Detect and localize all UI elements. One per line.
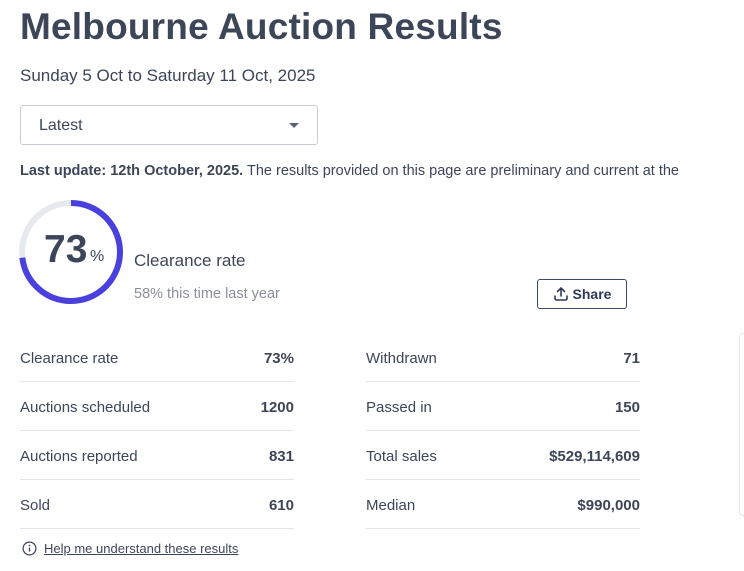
share-label: Share — [572, 286, 612, 302]
last-update-label: Last update: 12th October, 2025. — [20, 163, 244, 179]
stat-value: 73% — [263, 349, 294, 367]
stat-label: Auctions scheduled — [20, 398, 151, 416]
help-section: Help me understand these results — [22, 541, 238, 556]
share-button[interactable]: Share — [537, 279, 627, 309]
ring-progress — [19, 200, 123, 304]
date-range: Sunday 5 Oct to Saturday 11 Oct, 2025 — [20, 66, 316, 85]
stat-row: Clearance rate 73% — [20, 333, 294, 382]
stat-value: 71 — [623, 349, 640, 367]
help-link[interactable]: Help me understand these results — [44, 541, 239, 556]
stat-row: Total sales $529,114,609 — [366, 431, 640, 480]
stat-label: Sold — [20, 496, 51, 514]
stat-row: Withdrawn 71 — [366, 333, 640, 382]
clearance-value: 73 — [44, 228, 88, 271]
stat-value: 610 — [268, 496, 294, 514]
stat-label: Total sales — [366, 447, 437, 465]
period-dropdown[interactable]: Latest — [20, 105, 318, 145]
stat-row: Auctions reported 831 — [20, 431, 294, 480]
stat-label: Auctions reported — [20, 447, 138, 465]
clearance-ring — [19, 200, 123, 304]
dropdown-value: Latest — [39, 117, 83, 134]
stats-left: Clearance rate 73% Auctions scheduled 1200 A… — [20, 333, 294, 529]
stat-label: Clearance rate — [20, 349, 119, 367]
stat-row: Median $990,000 — [366, 480, 640, 529]
stat-row: Passed in 150 — [366, 382, 640, 431]
stats-right: Withdrawn 71 Passed in 150 Total sales $529,1… — [366, 333, 640, 529]
stat-row: Sold 610 — [20, 480, 294, 529]
stat-value: 150 — [614, 398, 640, 416]
stat-value: 831 — [268, 447, 294, 465]
clearance-unit: % — [90, 248, 105, 265]
side-card — [739, 333, 744, 516]
caret-down-icon — [289, 123, 299, 128]
stat-label: Withdrawn — [366, 349, 437, 367]
last-update-notice: Last update: 12th October, 2025. The res… — [20, 163, 679, 179]
stat-label: Median — [366, 496, 416, 514]
info-icon — [22, 541, 37, 556]
stat-row: Auctions scheduled 1200 — [20, 382, 294, 431]
stat-value: 1200 — [260, 398, 294, 416]
last-year-comparison: 58% this time last year — [134, 286, 280, 302]
page-title: Melbourne Auction Results — [20, 6, 503, 47]
clearance-label: Clearance rate — [134, 251, 246, 270]
share-icon — [553, 286, 568, 301]
stat-label: Passed in — [366, 398, 432, 416]
stat-value: $529,114,609 — [549, 447, 640, 465]
stat-value: $990,000 — [577, 496, 640, 514]
last-update-text: The results provided on this page are pr… — [243, 163, 679, 179]
